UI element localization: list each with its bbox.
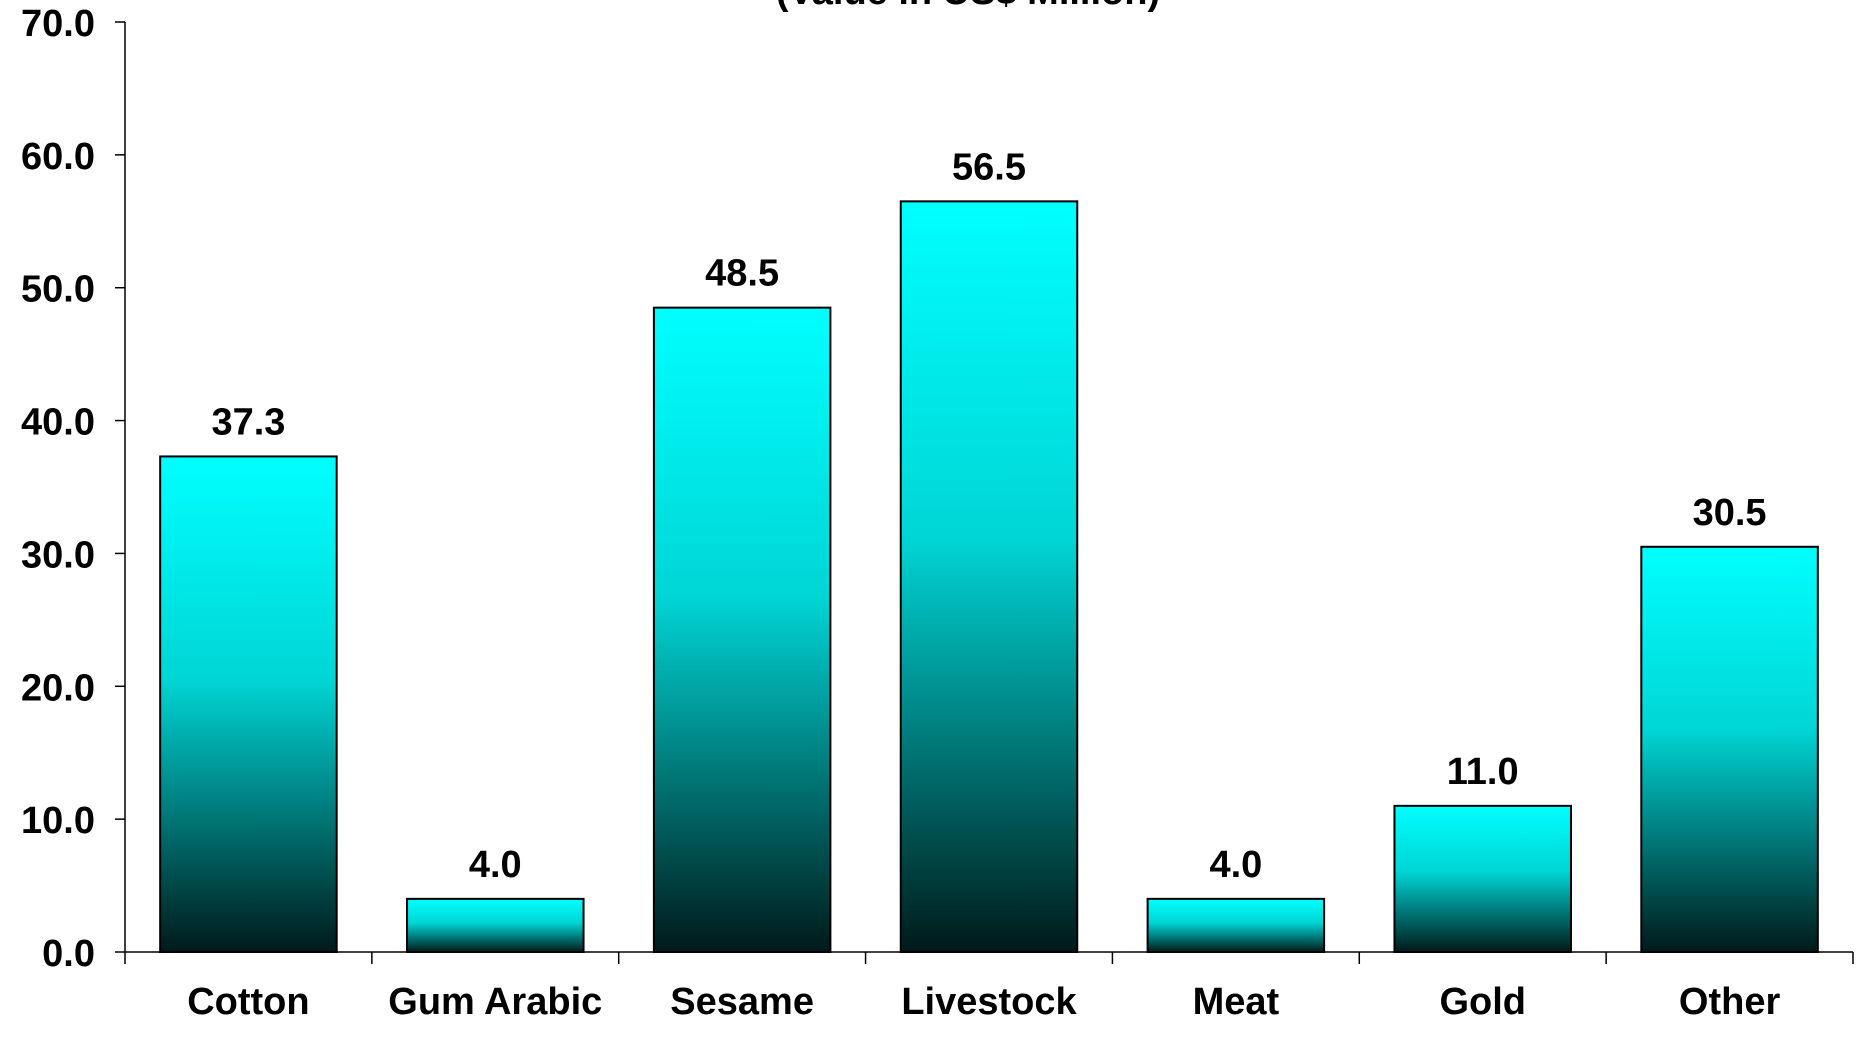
bar-cotton [159, 455, 338, 953]
chart-title: (Value in US$ Million) [776, 0, 1160, 13]
data-label: 4.0 [469, 844, 522, 886]
y-tick-label: 10.0 [21, 800, 95, 842]
bar-livestock [899, 200, 1079, 954]
y-tick-label: 40.0 [21, 402, 95, 444]
y-tick-label: 50.0 [21, 269, 95, 311]
bar-meat [1146, 897, 1326, 953]
x-tick-label: Gold [1439, 981, 1526, 1023]
bar-other [1640, 545, 1819, 953]
data-label: 48.5 [705, 253, 779, 295]
x-tick-label: Gum Arabic [388, 981, 602, 1023]
x-tick-label: Meat [1193, 981, 1280, 1023]
data-label: 37.3 [211, 401, 285, 443]
data-label: 30.5 [1693, 492, 1767, 534]
data-label: 4.0 [1209, 844, 1262, 886]
bars [159, 200, 1819, 954]
y-tick-label: 20.0 [21, 667, 95, 709]
bar-gum-arabic [406, 897, 585, 953]
data-label: 11.0 [1447, 751, 1519, 793]
y-tick-labels: 0.0 10.0 20.0 30.0 40.0 50.0 60.0 70.0 [21, 3, 95, 975]
value-labels: 37.3 4.0 48.5 56.5 4.0 11.0 30.5 [211, 146, 1767, 886]
x-tick-label: Sesame [670, 981, 814, 1023]
y-tick-label: 60.0 [21, 136, 95, 178]
data-label: 56.5 [952, 146, 1026, 188]
x-tick-label: Other [1679, 981, 1781, 1023]
x-tick-labels: Cotton Gum Arabic Sesame Livestock Meat Gold O… [187, 981, 1780, 1023]
x-tick-label: Cotton [187, 981, 309, 1023]
y-tick-label: 70.0 [21, 3, 95, 45]
y-tick-label: 30.0 [21, 534, 95, 576]
bar-gold [1393, 804, 1572, 953]
y-tick-label: 0.0 [42, 933, 95, 975]
bar-sesame [652, 306, 832, 953]
x-tick-label: Livestock [901, 981, 1077, 1023]
